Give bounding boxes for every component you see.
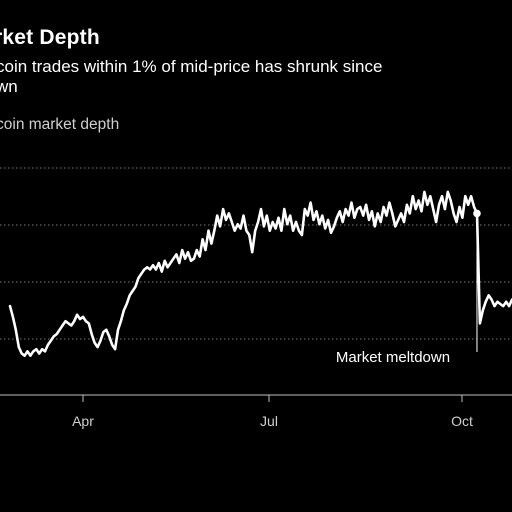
chart-legend: coin market depth (0, 116, 120, 133)
x-tick-label-oct: Oct (451, 413, 473, 429)
x-tick-label-apr: Apr (72, 413, 94, 429)
chart-title: rket Depth (0, 26, 100, 49)
annotation-label: Market meltdown (336, 349, 450, 366)
series-line (8, 190, 512, 358)
x-axis-ticks: Apr Jul Oct (72, 395, 473, 429)
chart-subtitle-line-2: wn (0, 77, 18, 96)
annotation-marker (473, 209, 481, 218)
chart-subtitle: coin trades within 1% of mid-price has s… (0, 57, 496, 97)
x-tick-label-jul: Jul (260, 413, 278, 429)
chart-gridlines (0, 167, 512, 340)
chart-subtitle-line-1: coin trades within 1% of mid-price has s… (0, 57, 383, 76)
